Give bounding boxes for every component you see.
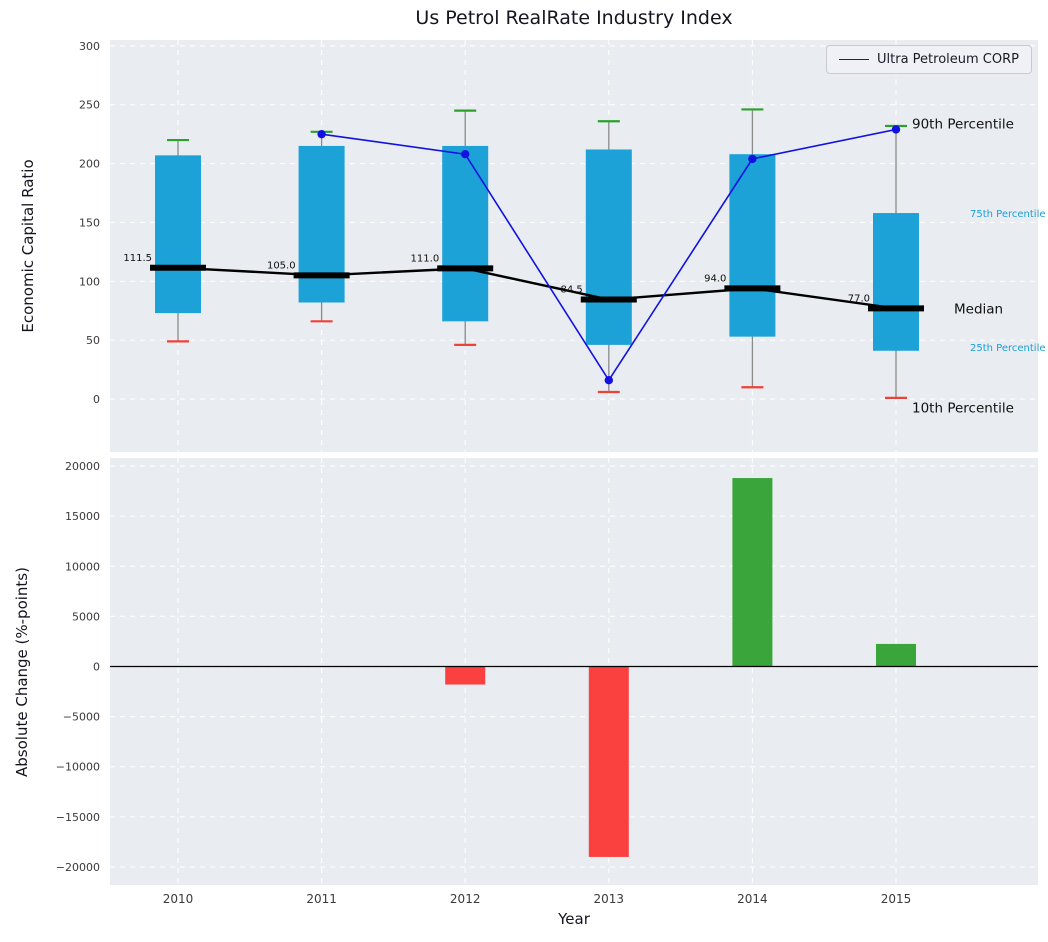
bottom-ytick: −15000 xyxy=(56,811,100,824)
x-tick-labels: 2010 2011 2012 2013 2014 2015 xyxy=(163,892,912,906)
bottom-axes-bg xyxy=(110,458,1038,885)
x-axis-label: Year xyxy=(558,910,590,928)
legend-line-swatch xyxy=(839,59,870,60)
tick-labels: 0 50 100 150 200 250 300 −20000 −15000 −10000 −500… xyxy=(56,40,100,874)
bottom-y-axis-label: Absolute Change (%-points) xyxy=(13,567,31,777)
bottom-ytick: 5000 xyxy=(72,610,100,623)
annotation-10th-percentile: 10th Percentile xyxy=(912,400,1014,416)
top-y-axis-label: Economic Capital Ratio xyxy=(19,159,37,333)
median-value-label-2014: 94.0 xyxy=(704,273,726,284)
change-bar-2012 xyxy=(445,666,486,685)
xtick-2013: 2013 xyxy=(594,892,625,906)
top-ytick: 150 xyxy=(79,216,100,229)
top-ytick: 100 xyxy=(79,275,100,288)
xtick-2010: 2010 xyxy=(163,892,194,906)
xtick-2011: 2011 xyxy=(306,892,337,906)
top-ytick: 0 xyxy=(93,393,100,406)
iqr-box-2010 xyxy=(155,155,201,314)
annotation-median: Median xyxy=(954,301,1003,317)
bottom-ytick: −20000 xyxy=(56,861,100,874)
iqr-box-2014 xyxy=(729,154,776,337)
iqr-box-2015 xyxy=(873,213,919,351)
annotation-75th-percentile: 75th Percentile xyxy=(970,209,1046,220)
top-ytick: 50 xyxy=(86,334,100,347)
median-value-label-2011: 105.0 xyxy=(267,260,296,271)
annotation-25th-percentile: 25th Percentile xyxy=(970,343,1046,354)
median-value-label-2013: 84.5 xyxy=(561,285,583,296)
bottom-ytick: 15000 xyxy=(65,510,100,523)
company-point-2012 xyxy=(461,149,470,159)
median-value-label-2015: 77.0 xyxy=(848,293,870,304)
company-point-2013 xyxy=(604,375,613,385)
company-point-2014 xyxy=(748,154,757,164)
top-ytick: 250 xyxy=(79,99,100,112)
annotation-90th-percentile: 90th Percentile xyxy=(912,117,1014,133)
median-value-label-2010: 111.5 xyxy=(123,253,152,264)
xtick-2014: 2014 xyxy=(737,892,768,906)
iqr-box-2012 xyxy=(442,145,489,322)
iqr-box-2013 xyxy=(585,149,632,345)
bottom-ytick: −10000 xyxy=(56,761,100,774)
change-bar-2014 xyxy=(732,478,773,667)
company-point-2015 xyxy=(891,125,901,134)
bottom-ytick: −5000 xyxy=(63,711,100,724)
top-ytick: 300 xyxy=(79,40,100,53)
median-value-label-2012: 111.0 xyxy=(411,253,440,264)
top-ytick: 200 xyxy=(79,158,100,171)
legend-label: Ultra Petroleum CORP xyxy=(877,52,1019,67)
chart-title: Us Petrol RealRate Industry Index xyxy=(415,7,733,29)
xtick-2015: 2015 xyxy=(881,892,912,906)
change-bar-2013 xyxy=(588,666,629,857)
bottom-ytick: 0 xyxy=(93,660,100,673)
change-bar-2015 xyxy=(876,643,916,667)
xtick-2012: 2012 xyxy=(450,892,481,906)
company-point-2011 xyxy=(317,129,326,139)
bottom-ytick: 10000 xyxy=(65,560,100,573)
iqr-box-2011 xyxy=(298,145,345,303)
legend: Ultra Petroleum CORP xyxy=(826,45,1032,74)
bottom-ytick: 20000 xyxy=(65,460,100,473)
